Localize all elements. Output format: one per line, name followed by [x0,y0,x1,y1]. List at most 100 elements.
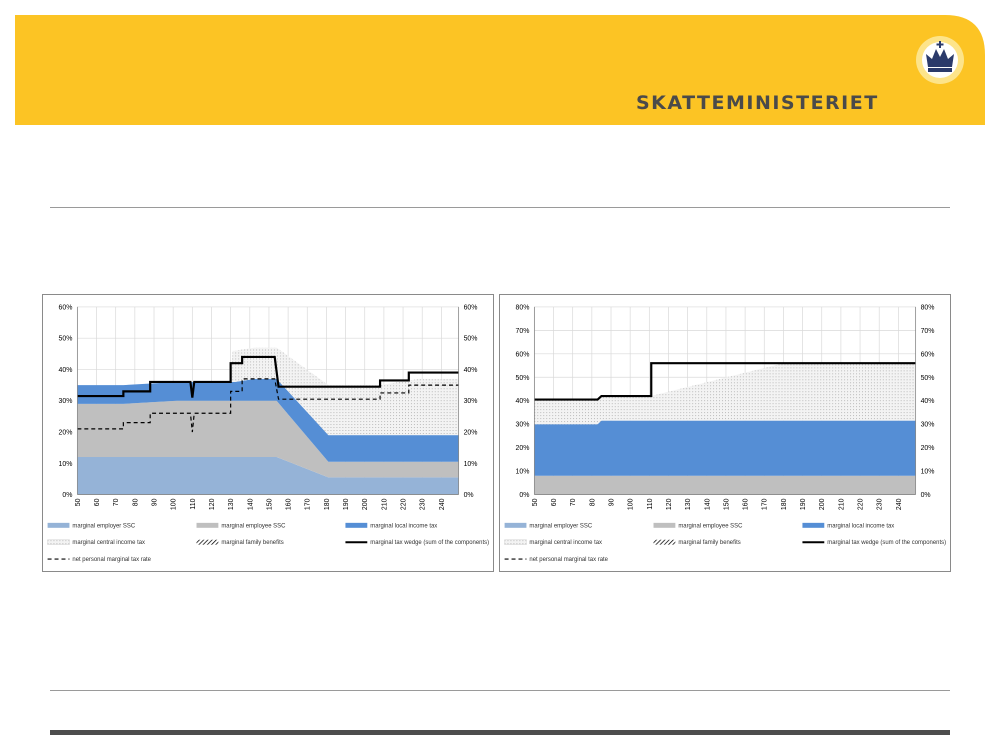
area-employee-ssc [77,400,459,478]
y-tick-label: 80% [516,304,530,311]
x-tick-label: 160 [743,498,750,510]
y2-tick-label: 50% [464,336,478,343]
y2-tick-label: 70% [921,328,935,335]
x-tick-label: 180 [324,498,331,510]
x-tick-label: 220 [858,498,865,510]
y-tick-label: 40% [516,398,530,405]
legend-swatch [504,539,527,545]
crown-logo-icon [916,36,964,84]
area-central-income-tax [77,347,459,436]
legend-employee-ssc: marginal employee SSC [653,522,743,529]
legend-employee-ssc: marginal employee SSC [196,522,286,529]
x-tick-label: 230 [420,498,427,510]
legend-employer-ssc: marginal employer SSC [504,522,593,529]
y-tick-label: 0% [62,492,72,499]
legend-label: marginal local income tax [827,523,894,529]
x-tick-label: 130 [228,498,235,510]
bottom-divider [50,690,950,691]
legend-swatch [196,539,219,545]
x-tick-label: 100 [628,498,635,510]
footer-bar [50,730,950,735]
y2-tick-label: 40% [921,398,935,405]
y-tick-label: 20% [516,445,530,452]
y2-tick-label: 20% [464,429,478,436]
x-tick-label: 150 [723,498,730,510]
legend-net-personal-rate: net personal marginal tax rate [504,557,609,563]
area-employee-ssc [534,475,916,495]
line-marginal-tax-wedge [77,355,459,398]
line-net-personal-marginal-rate [77,378,459,433]
legend-local-income-tax: marginal local income tax [345,522,437,529]
x-tick-label: 200 [362,498,369,510]
y-tick-label: 60% [59,304,73,311]
legend-label: marginal central income tax [529,540,602,546]
x-tick-label: 150 [266,498,273,510]
legend-label: marginal tax wedge (sum of the component… [827,540,946,546]
y2-tick-label: 0% [921,492,931,499]
y2-tick-label: 30% [464,398,478,405]
x-tick-label: 120 [209,498,216,510]
legend-label: marginal family benefits [221,540,283,546]
x-tick-label: 160 [286,498,293,510]
x-tick-label: 240 [896,498,903,510]
x-tick-label: 90 [608,498,615,506]
y2-tick-label: 60% [921,351,935,358]
x-tick-label: 190 [800,498,807,510]
legend-label: net personal marginal tax rate [529,557,608,563]
y-tick-label: 50% [516,375,530,382]
y-tick-label: 30% [516,422,530,429]
legend-swatch [653,522,676,528]
x-tick-label: 140 [704,498,711,510]
legend-swatch [47,539,70,545]
y2-tick-label: 10% [464,461,478,468]
legend-local-income-tax: marginal local income tax [802,522,894,529]
x-tick-label: 60 [94,498,101,506]
legend-tax-wedge: marginal tax wedge (sum of the component… [802,540,946,546]
brand-wordmark: SKATTEMINISTERIET [636,92,879,114]
x-tick-label: 90 [151,498,158,506]
x-tick-label: 200 [819,498,826,510]
x-tick-label: 70 [570,498,577,506]
y2-tick-label: 0% [464,492,474,499]
legend-label: net personal marginal tax rate [72,557,151,563]
x-tick-label: 50 [75,498,82,506]
chart-panel-right: 0% 0% 10% 10% 20% 20% 30% 30% 40% 40% 50% 50% 60% 60%… [499,294,951,572]
x-tick-label: 60 [551,498,558,506]
legend-family-benefits: marginal family benefits [653,539,741,546]
x-tick-label: 230 [877,498,884,510]
x-tick-label: 240 [439,498,446,510]
x-tick-label: 170 [762,498,769,510]
y-tick-label: 30% [59,398,73,405]
legend-label: marginal local income tax [370,523,437,529]
area-employer-ssc [77,457,459,495]
y2-tick-label: 30% [921,422,935,429]
x-tick-label: 120 [666,498,673,510]
legend-swatch [802,522,825,528]
area-central-income-tax [534,363,916,425]
x-tick-label: 80 [132,498,139,506]
legend-swatch [345,522,368,528]
y-tick-label: 40% [59,367,73,374]
top-divider [50,207,950,208]
x-tick-label: 130 [685,498,692,510]
legend-central-income-tax: marginal central income tax [47,539,145,546]
y2-tick-label: 20% [921,445,935,452]
legend-label: marginal central income tax [72,540,145,546]
y-tick-label: 10% [59,461,73,468]
x-tick-label: 110 [647,498,654,509]
y-tick-label: 10% [516,469,530,476]
y2-tick-label: 40% [464,367,478,374]
x-tick-label: 210 [838,498,845,510]
y-tick-label: 70% [516,328,530,335]
y2-tick-label: 60% [464,304,478,311]
y2-tick-label: 50% [921,375,935,382]
legend-label: marginal employer SSC [72,523,135,529]
legend-tax-wedge: marginal tax wedge (sum of the component… [345,540,489,546]
banner-background [15,15,985,125]
line-marginal-tax-wedge [534,362,916,401]
legend-swatch [47,522,70,528]
x-tick-label: 100 [171,498,178,510]
x-tick-label: 80 [589,498,596,506]
area-local-income-tax [77,378,459,462]
legend-swatch [504,522,527,528]
